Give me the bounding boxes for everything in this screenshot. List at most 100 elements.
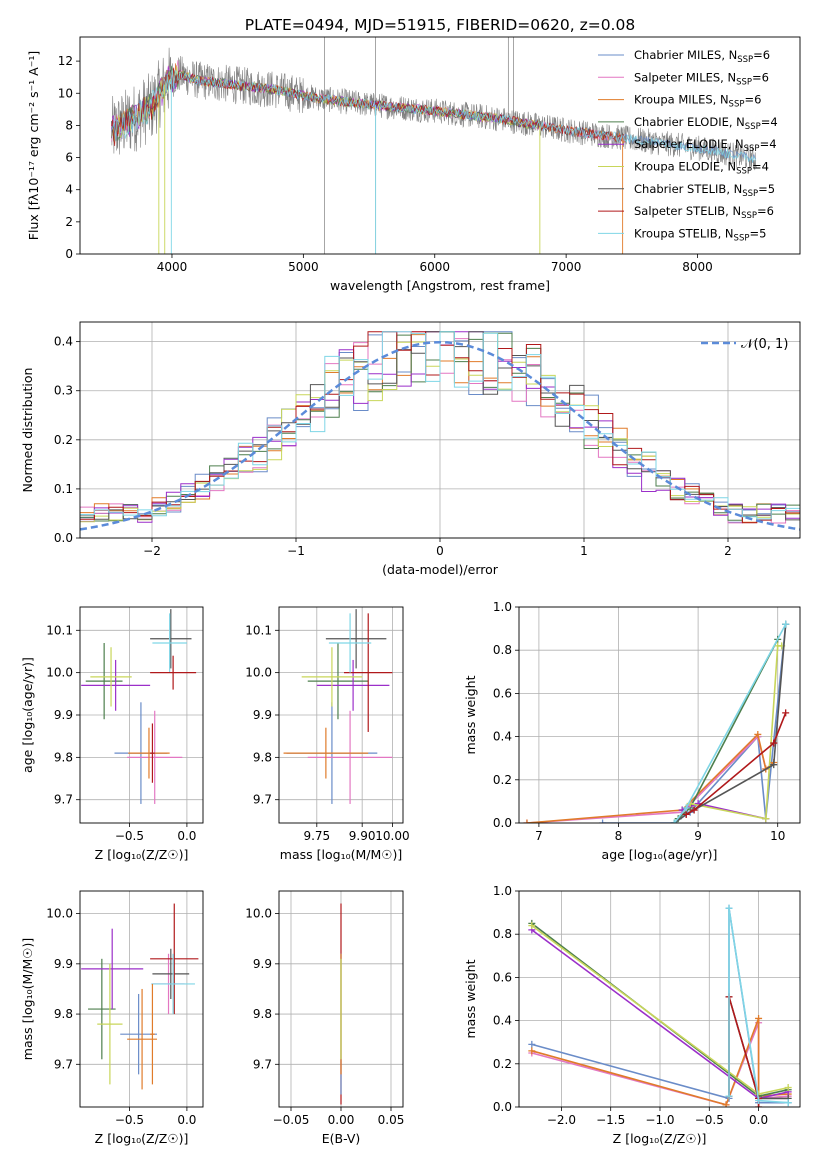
legend-entry: Chabrier ELODIE, NSSP=4 [598, 115, 778, 132]
panel-residuals: −2 −1 0 1 2 0.0 0.1 0.2 0.3 0.4 (data-model)/error… [20, 321, 801, 577]
x-tick-label: −1.0 [645, 1113, 674, 1127]
x-tick-label: −2.0 [547, 1113, 576, 1127]
legend-label: Kroupa ELODIE, NSSP=4 [634, 160, 769, 177]
x-tick-label: 6000 [419, 260, 450, 274]
y-tick-label: 0.2 [493, 773, 512, 787]
y-tick-label: 0.1 [54, 482, 73, 496]
y-tick-label: 9.8 [253, 1007, 272, 1021]
error-bar-point [90, 647, 132, 707]
error-bar-point [88, 958, 116, 1060]
y-tick-label: 0.8 [493, 927, 512, 941]
legend-entry: Salpeter ELODIE, NSSP=4 [598, 137, 777, 154]
y-tick-label: 0.3 [54, 384, 73, 398]
legend-entry: Salpeter MILES, NSSP=6 [598, 70, 769, 87]
y-tick-label: 0.4 [493, 730, 512, 744]
axes-frame [278, 606, 404, 824]
plot-area [81, 609, 197, 804]
y-tick-label: 0.8 [493, 643, 512, 657]
x-tick-label: 5000 [288, 260, 319, 274]
mass-weight-marker [784, 1084, 792, 1092]
y-tick-label: 0.4 [54, 335, 73, 349]
y-tick-label: 9.9 [253, 957, 272, 971]
mass-weight-marker [682, 804, 690, 812]
y-tick-label: 0.2 [54, 433, 73, 447]
mass-weight-marker [599, 819, 607, 823]
x-axis-label: E(B-V) [322, 1131, 361, 1146]
plot-area [81, 903, 199, 1090]
mass-weight-marker [725, 1092, 733, 1100]
mass-weight-marker [782, 620, 790, 628]
y-tick-label: 10.0 [245, 907, 272, 921]
mass-weight-marker [784, 1099, 792, 1107]
panel-weight-Z: −2.0 −1.5 −1.0 −0.5 0.0 0.0 0.2 0.4 0.6 0.8 1.0 Z [… [463, 884, 801, 1146]
y-tick-label: 0.0 [493, 816, 512, 830]
model-spectrum-line [111, 67, 625, 147]
x-axis-label: Z [log₁₀(Z/Z☉)] [95, 1131, 189, 1146]
y-tick-label: 0.4 [493, 1014, 512, 1028]
x-tick-label: −2 [143, 544, 161, 558]
y-tick-label: 0.0 [493, 1100, 512, 1114]
legend-entry: Kroupa MILES, NSSP=6 [598, 93, 761, 110]
legend-label: Salpeter STELIB, NSSP=6 [634, 204, 774, 221]
axes-frame [518, 606, 801, 824]
y-tick-label: 9.7 [54, 793, 73, 807]
x-tick-label: 0 [436, 544, 444, 558]
mass-weight-marker [755, 1014, 763, 1022]
error-bar-point [81, 928, 144, 1010]
y-tick-label: 10.0 [245, 666, 272, 680]
error-bar-point [127, 710, 183, 804]
mass-weight-series-line [602, 624, 787, 823]
mass-weight-marker [670, 819, 678, 823]
y-tick-label: 0.6 [493, 686, 512, 700]
error-bar-point [150, 903, 199, 1015]
x-axis-label: Z [log₁₀(Z/Z☉)] [613, 1131, 707, 1146]
y-tick-label: 12 [58, 54, 73, 68]
y-tick-label: 10.0 [46, 666, 73, 680]
legend-label: Kroupa STELIB, NSSP=5 [634, 226, 766, 243]
panel-age-mass: 9.75 9.90 10.00 9.7 9.8 9.9 10.0 10.1 mass [log₁… [245, 606, 410, 862]
legend-label: Salpeter ELODIE, NSSP=4 [634, 137, 777, 154]
mass-weight-marker [528, 1040, 536, 1048]
x-axis-label: age [log₁₀(age/yr)] [602, 847, 718, 862]
error-bar-point [152, 613, 187, 673]
plot-area [283, 609, 393, 804]
mass-weight-marker [782, 709, 790, 717]
x-tick-label: 10.00 [375, 829, 409, 843]
x-tick-label: 9 [694, 829, 702, 843]
x-tick-label: 0.00 [328, 1113, 355, 1127]
figure-title: PLATE=0494, MJD=51915, FIBERID=0620, z=0… [245, 16, 635, 34]
legend-label: Kroupa MILES, NSSP=6 [634, 93, 761, 110]
x-tick-label: −1 [287, 544, 305, 558]
panel-mass-Z: −0.5 0.0 9.7 9.8 9.9 10.0 Z [log₁₀(Z/Z☉)] mass … [20, 890, 204, 1146]
x-tick-label: 7000 [551, 260, 582, 274]
mass-weight-series-line [685, 712, 787, 816]
mass-weight-marker [754, 730, 762, 738]
x-tick-label: 8000 [682, 260, 713, 274]
y-tick-label: 2 [65, 215, 73, 229]
error-bar-point [150, 655, 197, 690]
y-tick-label: 10.1 [245, 623, 272, 637]
panel-age-Z: −0.5 0.0 9.7 9.8 9.9 10.0 10.1 Z [log₁₀(Z/Z☉)] a… [20, 606, 204, 862]
mass-weight-marker [722, 1101, 730, 1107]
y-tick-label: 9.9 [54, 708, 73, 722]
x-axis-label: Z [log₁₀(Z/Z☉)] [95, 847, 189, 862]
y-axis-label: mass [log₁₀(M/M☉)] [20, 938, 35, 1060]
plot-area [80, 331, 800, 538]
legend-entry: Chabrier STELIB, NSSP=5 [598, 182, 775, 199]
x-tick-label: 0.0 [177, 1113, 196, 1127]
y-axis-label: Flux [fλ10⁻¹⁷ erg cm⁻² s⁻¹ A⁻¹] [26, 51, 41, 240]
y-tick-label: 6 [65, 151, 73, 165]
x-tick-label: 9.90 [349, 829, 376, 843]
error-bar-point [307, 643, 369, 720]
y-tick-label: 1.0 [493, 884, 512, 898]
x-tick-label: 2 [724, 544, 732, 558]
x-tick-label: 8 [615, 829, 623, 843]
y-tick-label: 4 [65, 183, 73, 197]
y-tick-label: 10.0 [46, 907, 73, 921]
legend-label: Chabrier ELODIE, NSSP=4 [634, 115, 778, 132]
x-tick-label: −0.5 [115, 829, 144, 843]
y-tick-label: 9.9 [54, 957, 73, 971]
y-tick-label: 9.7 [253, 1057, 272, 1071]
error-bar-point [316, 659, 390, 711]
error-bar-point [283, 727, 369, 779]
